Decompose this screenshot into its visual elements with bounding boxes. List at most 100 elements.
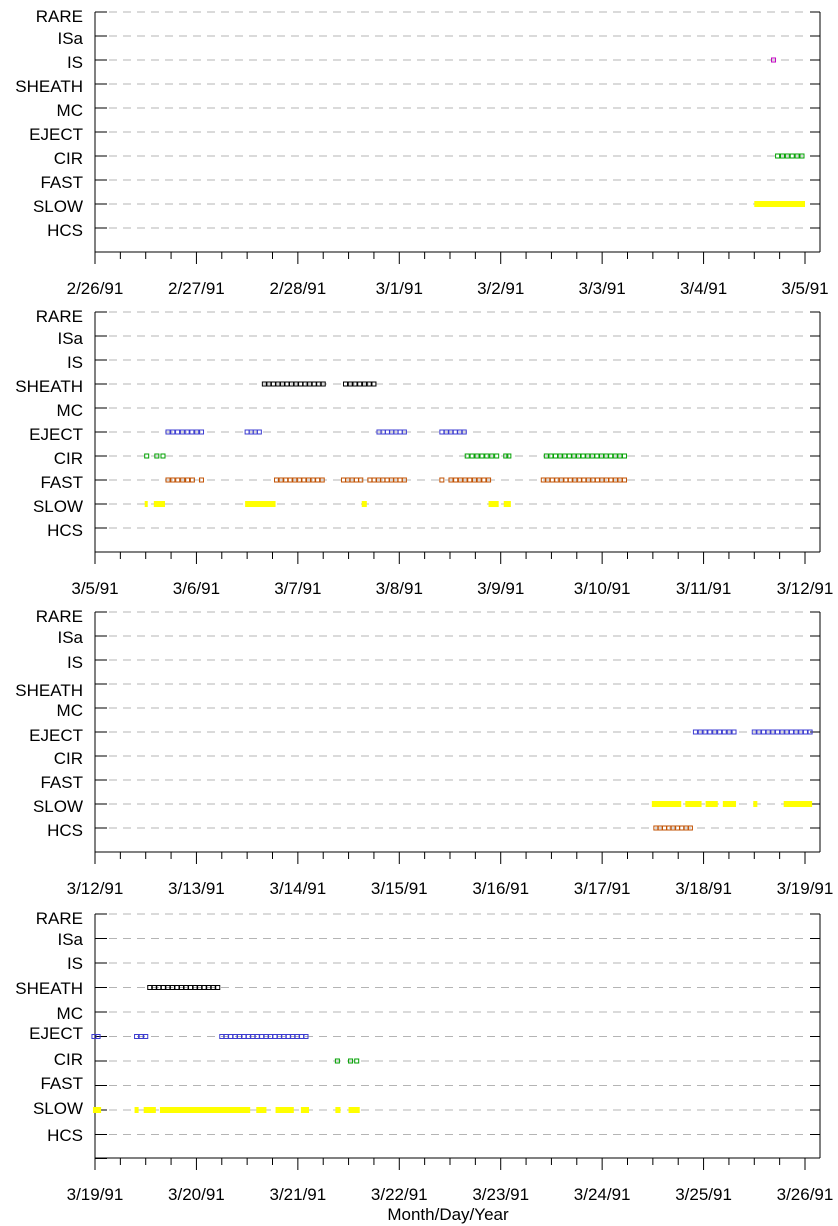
sheath-marker — [347, 381, 353, 387]
fast-marker — [274, 477, 280, 483]
slow-bar — [754, 201, 805, 207]
eject-marker — [712, 729, 718, 735]
series-cir — [334, 1058, 360, 1064]
cir-marker — [334, 1058, 340, 1064]
sheath-marker — [302, 381, 308, 387]
eject-marker — [384, 429, 390, 435]
slow-bar — [705, 801, 718, 807]
eject-marker — [697, 729, 703, 735]
series-eject — [692, 729, 813, 735]
eject-marker — [807, 729, 813, 735]
sheath-marker — [206, 985, 212, 990]
fast-marker — [448, 477, 454, 483]
eject-marker — [189, 429, 195, 435]
y-tick-label-mc: MC — [57, 701, 83, 720]
sheath-marker — [192, 985, 198, 990]
fast-marker — [340, 477, 346, 483]
slow-bar — [361, 501, 367, 507]
sheath-marker — [156, 985, 162, 990]
eject-marker — [726, 729, 732, 735]
y-tick-label-is: IS — [67, 653, 83, 672]
x-tick-label: 3/19/91 — [67, 1185, 124, 1204]
cir-marker — [784, 153, 790, 159]
series-slow — [92, 1107, 360, 1113]
x-tick-label: 3/16/91 — [472, 879, 529, 898]
slow-bar — [488, 501, 499, 507]
y-tick-label-rare: RARE — [36, 307, 83, 326]
y-tick-label-rare: RARE — [36, 607, 83, 626]
y-tick-label-eject: EJECT — [29, 726, 83, 745]
y-tick-label-hcs: HCS — [47, 1126, 83, 1145]
fast-marker — [599, 477, 605, 483]
x-tick-label: 3/5/91 — [71, 579, 118, 598]
y-tick-label-eject: EJECT — [29, 1024, 83, 1043]
y-tick-label-is: IS — [67, 954, 83, 973]
eject-marker — [798, 729, 804, 735]
x-tick-label: 3/23/91 — [472, 1185, 529, 1204]
fast-marker — [453, 477, 459, 483]
y-tick-label-fast: FAST — [40, 1074, 83, 1093]
series-cir — [775, 153, 805, 159]
eject-marker — [272, 1034, 278, 1039]
y-tick-label-slow: SLOW — [33, 797, 83, 816]
sheath-marker — [284, 381, 290, 387]
fast-marker — [301, 477, 307, 483]
slow-bar — [245, 501, 276, 507]
x-tick-label: 3/22/91 — [371, 1185, 428, 1204]
eject-marker — [439, 429, 445, 435]
eject-marker — [401, 429, 407, 435]
eject-marker — [134, 1034, 140, 1039]
series-is — [771, 57, 777, 63]
x-axis-title: Month/Day/Year — [387, 1205, 509, 1224]
cir-marker — [594, 453, 600, 459]
fast-marker — [397, 477, 403, 483]
eject-marker — [303, 1034, 309, 1039]
cir-marker — [562, 453, 568, 459]
eject-marker — [228, 1034, 234, 1039]
eject-marker — [765, 729, 771, 735]
y-tick-label-fast: FAST — [40, 773, 83, 792]
y-tick-label-sheath: SHEATH — [15, 681, 83, 700]
y-tick-label-hcs: HCS — [47, 521, 83, 540]
eject-marker — [793, 729, 799, 735]
sheath-marker — [361, 381, 367, 387]
sheath-marker — [188, 985, 194, 990]
sheath-marker — [174, 985, 180, 990]
cir-marker — [506, 453, 512, 459]
fast-marker — [476, 477, 482, 483]
cir-marker — [543, 453, 549, 459]
y-tick-label-isa: ISa — [57, 628, 83, 647]
eject-marker — [285, 1034, 291, 1039]
series-eject — [165, 429, 467, 435]
eject-marker — [784, 729, 790, 735]
x-tick-label: 3/10/91 — [574, 579, 631, 598]
x-tick-label: 3/12/91 — [777, 579, 834, 598]
fast-marker — [358, 477, 364, 483]
y-tick-label-fast: FAST — [40, 173, 83, 192]
x-tick-label: 3/14/91 — [269, 879, 326, 898]
sheath-marker — [266, 381, 272, 387]
x-tick-label: 3/3/91 — [579, 279, 626, 298]
cir-marker — [621, 453, 627, 459]
cir-marker — [484, 453, 490, 459]
panel-1: RARE ISa IS SHEATH MC EJECT CIR FAST SLOW HCS 2/26… — [15, 7, 828, 298]
cir-marker — [799, 153, 805, 159]
hcs-marker — [662, 825, 668, 831]
sheath-marker — [151, 985, 157, 990]
slow-bar — [256, 1107, 267, 1113]
sheath-marker — [275, 381, 281, 387]
fast-marker — [401, 477, 407, 483]
eject-marker — [717, 729, 723, 735]
eject-marker — [756, 729, 762, 735]
eject-marker — [95, 1034, 101, 1039]
eject-marker — [170, 429, 176, 435]
fast-marker — [558, 477, 564, 483]
cir-marker — [489, 453, 495, 459]
eject-marker — [143, 1034, 149, 1039]
cir-marker — [589, 453, 595, 459]
sheath-marker — [261, 381, 267, 387]
eject-marker — [175, 429, 181, 435]
